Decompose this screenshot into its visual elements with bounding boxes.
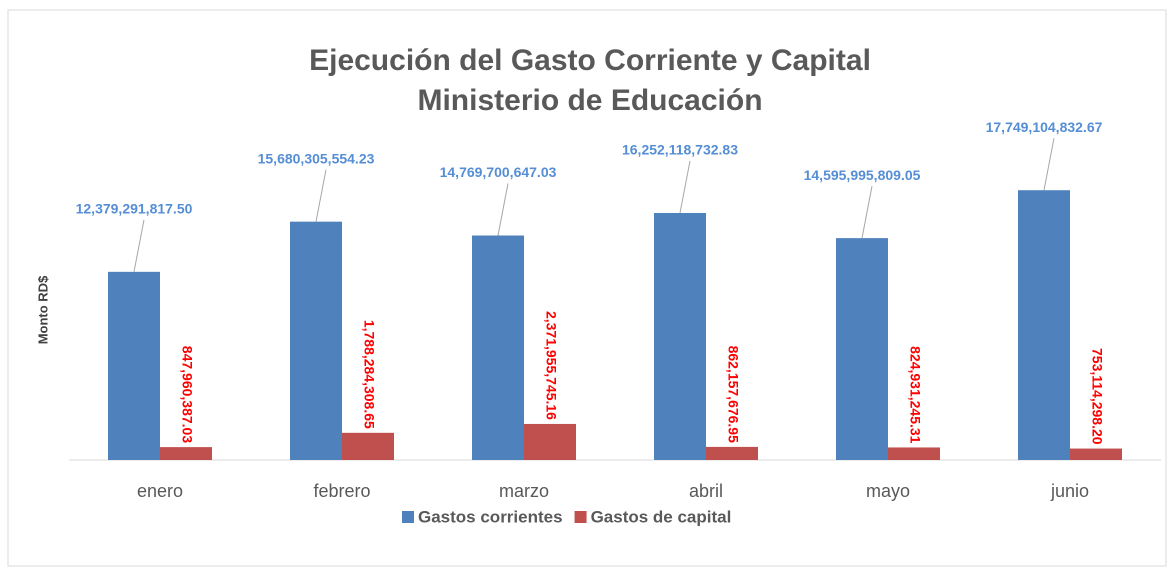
- data-label: 14,769,700,647.03: [440, 164, 557, 180]
- legend-label: Gastos corrientes: [418, 507, 563, 526]
- bar: [888, 447, 940, 460]
- data-label: 17,749,104,832.67: [986, 119, 1103, 135]
- leader-line: [861, 186, 873, 239]
- x-tick-label: marzo: [499, 481, 549, 501]
- x-tick-label: febrero: [313, 481, 370, 501]
- leader-line: [497, 183, 509, 236]
- x-tick-label: abril: [689, 481, 723, 501]
- bar: [1018, 190, 1070, 460]
- leader-line: [1043, 138, 1055, 191]
- data-label: 12,379,291,817.50: [76, 201, 193, 217]
- x-tick-label: mayo: [866, 481, 910, 501]
- bar: [524, 423, 576, 460]
- bar: [1070, 448, 1122, 460]
- bar: [706, 446, 758, 460]
- bar: [472, 235, 524, 460]
- x-tick-label: junio: [1050, 481, 1089, 501]
- leader-line: [133, 219, 145, 272]
- data-label: 753,114,298.20: [1089, 348, 1105, 445]
- y-axis-label: Monto RD$: [35, 275, 50, 344]
- x-tick-label: enero: [137, 481, 183, 501]
- bar: [160, 447, 212, 460]
- data-label: 2,371,955,745.16: [543, 311, 559, 420]
- legend-label: Gastos de capital: [591, 507, 732, 526]
- data-label: 1,788,284,308.65: [361, 320, 377, 429]
- legend-swatch: [402, 511, 414, 523]
- bar: [290, 221, 342, 460]
- bar: [108, 271, 160, 460]
- data-label: 847,960,387.03: [179, 346, 195, 444]
- data-label: 16,252,118,732.83: [622, 142, 738, 158]
- legend-swatch: [574, 511, 587, 523]
- data-label: 14,595,995,809.05: [804, 167, 921, 183]
- chart-subtitle: Ministerio de Educación: [417, 84, 762, 117]
- bar: [342, 432, 394, 460]
- data-label: 15,680,305,554.23: [258, 150, 375, 166]
- data-label: 862,157,676.95: [725, 346, 741, 444]
- chart-title: Ejecución del Gasto Corriente y Capital: [309, 44, 871, 77]
- data-label: 824,931,245.31: [907, 346, 923, 444]
- leader-line: [315, 169, 327, 222]
- bar: [836, 238, 888, 460]
- bar: [654, 212, 706, 460]
- leader-line: [679, 160, 691, 214]
- chart-border: [7, 9, 1167, 567]
